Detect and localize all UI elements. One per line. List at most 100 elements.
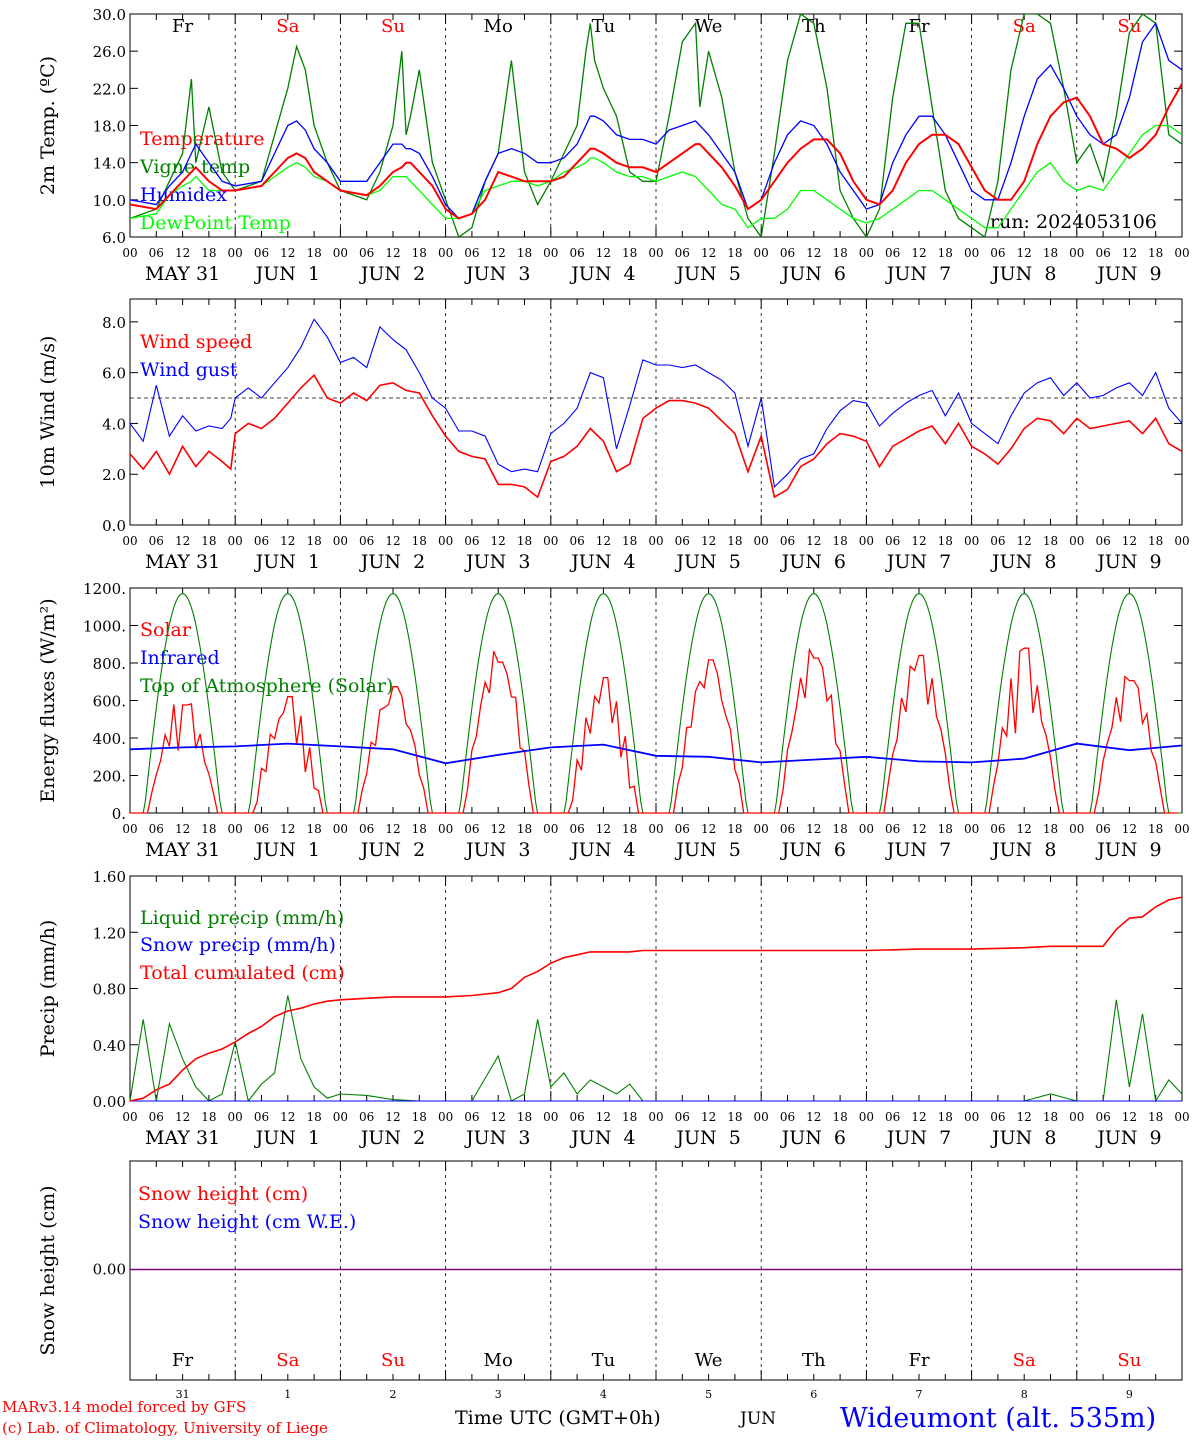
hour-tick-label: 00 — [543, 1110, 558, 1124]
hour-tick-label: 12 — [806, 822, 821, 836]
hour-tick-label: 12 — [806, 1110, 821, 1124]
hour-tick-label: 18 — [727, 246, 742, 260]
date-label: JUN 4 — [569, 1127, 635, 1149]
date-label: JUN 1 — [254, 551, 320, 573]
hour-tick-label: 12 — [911, 534, 926, 548]
weekday-label: Fr — [908, 1350, 929, 1371]
hour-tick-label: 06 — [359, 1110, 374, 1124]
date-label: JUN 8 — [990, 551, 1056, 573]
day-number: 6 — [810, 1388, 817, 1401]
date-label: JUN 8 — [990, 263, 1056, 285]
hour-tick-label: 12 — [596, 822, 611, 836]
hour-tick-label: 06 — [675, 246, 690, 260]
date-label: JUN 4 — [569, 839, 635, 861]
hour-tick-label: 12 — [911, 1110, 926, 1124]
panel-temperature: 6.0 10.0 14.0 18.0 22.0 26.0 30.0 2m Temp. (ºC)… — [37, 6, 1190, 285]
hour-tick-label: 00 — [438, 822, 453, 836]
hour-tick-label: 12 — [491, 534, 506, 548]
hour-tick-label: 18 — [727, 534, 742, 548]
hour-tick-label: 00 — [1174, 246, 1189, 260]
date-label: JUN 6 — [780, 551, 846, 573]
date-label: JUN 1 — [254, 263, 320, 285]
hour-tick-label: 00 — [438, 1110, 453, 1124]
legend-snow-we: Snow height (cm W.E.) — [138, 1211, 356, 1233]
hour-tick-label: 00 — [859, 534, 874, 548]
hour-tick-label: 18 — [201, 246, 216, 260]
hour-tick-label: 06 — [254, 1110, 269, 1124]
hour-tick-label: 00 — [122, 822, 137, 836]
date-label: JUN 1 — [254, 1127, 320, 1149]
weekday-label: Tu — [592, 16, 616, 37]
hour-tick-label: 12 — [491, 246, 506, 260]
series-toa-solar — [130, 593, 1182, 814]
y-tick-label: 200. — [93, 768, 126, 786]
hour-tick-label: 00 — [333, 1110, 348, 1124]
weekday-label: Fr — [172, 1350, 193, 1371]
date-label: JUN 5 — [674, 263, 740, 285]
hour-tick-label: 18 — [832, 1110, 847, 1124]
hour-tick-label: 18 — [622, 246, 637, 260]
hour-tick-label: 00 — [964, 822, 979, 836]
hour-tick-label: 06 — [780, 246, 795, 260]
weekday-label: Tu — [592, 1350, 616, 1371]
hour-tick-label: 18 — [622, 1110, 637, 1124]
station-title: Wideumont (alt. 535m) — [840, 1403, 1156, 1434]
hour-tick-label: 00 — [228, 1110, 243, 1124]
date-label: JUN 2 — [359, 1127, 425, 1149]
hour-tick-label: 18 — [1043, 534, 1058, 548]
y-tick-label: 18.0 — [93, 118, 126, 136]
y-tick-label: 0.40 — [93, 1037, 126, 1055]
hour-tick-label: 00 — [648, 822, 663, 836]
hour-tick-label: 18 — [306, 534, 321, 548]
legend-snow-precip: Snow precip (mm/h) — [140, 934, 336, 956]
date-label: JUN 7 — [885, 263, 951, 285]
weekday-label: Su — [381, 1350, 405, 1371]
series-total-cumulated-cm- — [129, 896, 1183, 1102]
hour-tick-label: 00 — [333, 246, 348, 260]
y-tick-label: 0. — [112, 805, 126, 823]
hour-tick-label: 06 — [254, 246, 269, 260]
hour-tick-label: 12 — [1017, 534, 1032, 548]
y-tick-label: 400. — [93, 730, 126, 748]
hour-tick-label: 18 — [1043, 1110, 1058, 1124]
panel-precip: 0.00 0.40 0.80 1.20 1.60 Precip (mm/h) 00 06 12 1… — [37, 868, 1190, 1149]
hour-tick-label: 18 — [1148, 1110, 1163, 1124]
hour-tick-label: 06 — [990, 246, 1005, 260]
hour-tick-label: 06 — [675, 822, 690, 836]
hour-tick-label: 06 — [149, 1110, 164, 1124]
y-tick-label: 1000. — [83, 618, 126, 636]
hour-tick-label: 18 — [201, 822, 216, 836]
hour-tick-label: 18 — [938, 1110, 953, 1124]
legend-vigne-temp: Vigne temp — [139, 156, 250, 178]
hour-tick-label: 06 — [569, 1110, 584, 1124]
hour-tick-label: 00 — [1069, 822, 1084, 836]
hour-tick-label: 12 — [701, 1110, 716, 1124]
hour-tick-label: 06 — [464, 1110, 479, 1124]
date-label: JUN 7 — [885, 839, 951, 861]
hour-tick-label: 06 — [1095, 1110, 1110, 1124]
date-label: JUN 5 — [674, 1127, 740, 1149]
hour-tick-label: 00 — [648, 1110, 663, 1124]
weekday-label: Th — [802, 1350, 826, 1371]
date-label: JUN 2 — [359, 839, 425, 861]
axes-group: 6.0 10.0 14.0 18.0 22.0 26.0 30.0 2m Temp. (ºC)… — [37, 6, 1190, 285]
hour-tick-label: 12 — [385, 246, 400, 260]
hour-tick-label: 06 — [1095, 534, 1110, 548]
weekday-label: We — [695, 1350, 723, 1371]
hour-tick-label: 00 — [1174, 1110, 1189, 1124]
hour-tick-label: 00 — [228, 246, 243, 260]
day-number: 2 — [390, 1388, 397, 1401]
y-tick-label: 1.60 — [93, 868, 126, 886]
hour-tick-label: 00 — [754, 1110, 769, 1124]
hour-tick-label: 00 — [1174, 534, 1189, 548]
date-label: MAY 31 — [145, 551, 220, 573]
hour-tick-label: 00 — [859, 1110, 874, 1124]
hour-tick-label: 12 — [596, 1110, 611, 1124]
y-tick-label: 26.0 — [93, 43, 126, 61]
series-dewpoint-temp — [130, 124, 1182, 229]
footer: MARv3.14 model forced by GFS (c) Lab. of… — [2, 1398, 1156, 1437]
legend-liquid: Liquid precip (mm/h) — [140, 907, 344, 929]
date-label: JUN 9 — [1095, 839, 1161, 861]
date-label: JUN 4 — [569, 263, 635, 285]
hour-tick-label: 00 — [964, 534, 979, 548]
